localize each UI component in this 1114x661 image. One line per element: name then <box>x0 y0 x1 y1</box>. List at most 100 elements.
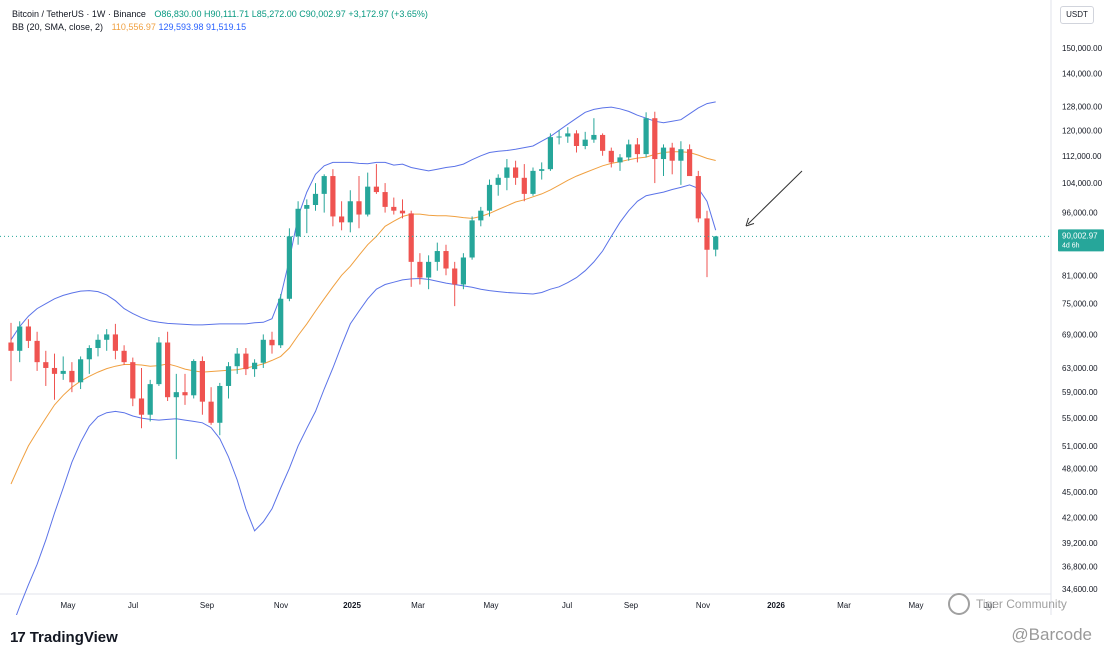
candle-body <box>452 268 458 285</box>
candle-body <box>347 201 353 223</box>
tradingview-brand: TradingView <box>29 629 118 646</box>
y-tick-label: 96,000.00 <box>1062 209 1098 218</box>
candle-body <box>521 177 527 194</box>
y-tick-label: 81,000.00 <box>1062 271 1098 280</box>
bb-basis-line <box>10 151 716 485</box>
candle-body <box>278 298 284 346</box>
footer-bar: 17 TradingView @Barcode <box>0 615 1114 661</box>
chart-legend: Bitcoin / TetherUS · 1W · Binance O86,83… <box>12 8 428 34</box>
tradingview-logo[interactable]: 17 TradingView <box>10 629 118 646</box>
candle-body <box>486 184 493 211</box>
open-value: O86,830.00 <box>154 9 202 19</box>
high-value: H90,111.71 <box>203 9 250 19</box>
price-tag-countdown: 4d 6h <box>1062 242 1080 249</box>
x-tick-label: 2026 <box>767 601 785 610</box>
y-tick-label: 104,000.00 <box>1062 179 1103 188</box>
candle-body <box>8 342 14 351</box>
candle-body <box>634 144 640 155</box>
bb-basis-value: 110,556.97 <box>111 22 156 32</box>
price-chart[interactable]: 150,000.00 140,000.00 128,000.00 120,000.00… <box>0 0 1114 630</box>
candle-body <box>434 251 440 262</box>
x-tick-label: Sep <box>624 601 639 610</box>
tradingview-logo-icon: 17 <box>10 629 26 646</box>
candle-body <box>60 370 66 374</box>
low-value: L85,272.00 <box>251 9 297 19</box>
candle-body <box>286 236 292 299</box>
x-tick-label: Jul <box>984 601 994 610</box>
candle-body <box>460 257 466 285</box>
x-tick-label: Mar <box>837 601 851 610</box>
x-tick-label: May <box>60 601 75 610</box>
bb-indicator-label: BB (20, SMA, close, 2) <box>12 22 104 32</box>
y-tick-label: 120,000.00 <box>1062 126 1103 135</box>
candle-body <box>217 385 223 423</box>
y-tick-label: 42,000.00 <box>1062 514 1098 523</box>
y-tick-label: 75,000.00 <box>1062 300 1098 309</box>
candle-body <box>208 401 214 423</box>
candle-body <box>591 134 597 140</box>
y-tick-label: 63,000.00 <box>1062 364 1098 373</box>
x-tick-label: 2025 <box>343 601 361 610</box>
candle-body <box>704 218 710 250</box>
annotation-arrow-head <box>745 217 755 227</box>
close-value: C90,002.97 <box>299 9 346 19</box>
candle-body <box>104 334 110 340</box>
y-tick-label: 36,800.00 <box>1062 562 1098 571</box>
candle-body <box>86 348 92 360</box>
candle-body <box>43 362 49 368</box>
candle-body <box>643 118 649 155</box>
x-tick-label: Mar <box>411 601 425 610</box>
candle-body <box>243 353 249 370</box>
candle-body <box>608 150 614 163</box>
chart-area[interactable]: 150,000.00 140,000.00 128,000.00 120,000.00… <box>0 0 1114 630</box>
candle-body <box>147 384 153 415</box>
candle-body <box>330 176 336 217</box>
price-tag-value: 90,002.97 <box>1062 231 1098 240</box>
x-tick-label: Sep <box>200 601 215 610</box>
candle-body <box>573 133 580 147</box>
x-tick-label: Jul <box>128 601 138 610</box>
candle-body <box>373 186 379 193</box>
candle-body <box>504 167 510 178</box>
bb-upper-line <box>10 101 716 341</box>
candle-body <box>321 176 327 194</box>
candle-body <box>695 176 701 219</box>
y-tick-label: 150,000.00 <box>1062 44 1103 53</box>
candle-body <box>295 208 301 237</box>
candle-body <box>356 201 362 215</box>
candle-body <box>652 118 658 160</box>
candle-body <box>617 157 623 163</box>
tiger-community-watermark: Tiger Community <box>948 593 1067 615</box>
candle-body <box>199 361 205 402</box>
candle-body <box>365 186 371 215</box>
candle-body <box>687 149 693 177</box>
y-tick-label: 112,000.00 <box>1062 152 1102 161</box>
bb-upper-value: 129,593.98 <box>158 22 204 32</box>
y-tick-label: 34,600.00 <box>1062 585 1098 594</box>
candle-body <box>408 213 414 262</box>
candle-body <box>713 236 719 250</box>
candle-body <box>678 149 684 161</box>
y-tick-label: 55,000.00 <box>1062 414 1098 423</box>
candle-body <box>382 192 388 207</box>
candle-body <box>17 326 23 351</box>
candle-body <box>530 170 536 194</box>
tiger-logo-icon <box>948 593 970 615</box>
candle-body <box>252 362 258 370</box>
candle-body <box>225 366 232 386</box>
candle-body <box>138 398 145 415</box>
y-tick-label: 48,000.00 <box>1062 464 1098 473</box>
candle-body <box>600 134 606 151</box>
candle-body <box>234 353 240 367</box>
candle-body <box>165 342 171 398</box>
y-tick-label: 51,000.00 <box>1062 442 1098 451</box>
y-tick-label: 59,000.00 <box>1062 388 1098 397</box>
change-value: +3,172.97 (+3.65%) <box>348 9 428 19</box>
candle-body <box>25 326 31 341</box>
candle-body <box>391 206 397 211</box>
currency-selector[interactable]: USDT <box>1060 6 1094 24</box>
price-tag-box <box>1058 229 1104 252</box>
candle-body <box>182 392 188 396</box>
candle-body <box>626 144 632 158</box>
candle-body <box>312 193 319 206</box>
